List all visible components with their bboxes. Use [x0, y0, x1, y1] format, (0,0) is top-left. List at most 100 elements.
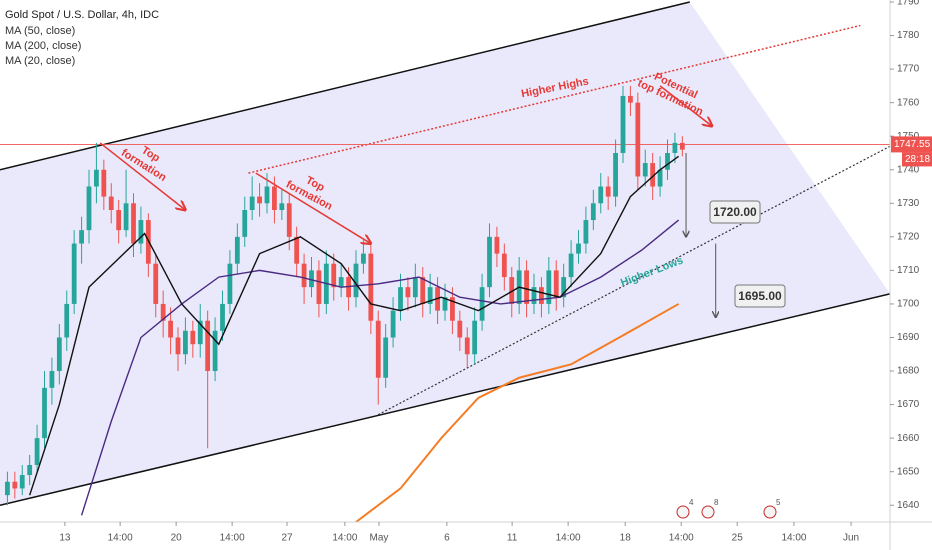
- candle-body: [442, 297, 448, 311]
- x-tick-label: 13: [59, 533, 71, 544]
- candle-body: [27, 464, 33, 476]
- plot-area: [0, 1, 890, 522]
- x-tick-label: 6: [444, 533, 450, 544]
- target-label: 1695.00: [738, 289, 782, 303]
- candle-body: [272, 186, 277, 211]
- x-tick-label: May: [370, 533, 389, 544]
- candle-body: [116, 210, 122, 231]
- candle-body: [494, 236, 500, 254]
- candle-body: [183, 330, 188, 355]
- candle-body: [205, 320, 211, 372]
- x-tick-label: 14:00: [108, 533, 133, 544]
- higher-lows-line: [377, 145, 890, 416]
- candle-body: [450, 297, 455, 321]
- channel-fill: [0, 2, 890, 506]
- x-tick-label: 18: [620, 533, 632, 544]
- candle-body: [79, 230, 84, 244]
- candle-body: [331, 263, 337, 288]
- candle-body: [212, 330, 218, 372]
- y-tick-label: 1690: [897, 332, 920, 343]
- candle-body: [531, 287, 537, 304]
- countdown-badge: [902, 152, 932, 167]
- candle-body: [279, 203, 285, 211]
- channel-upper: [0, 1, 690, 171]
- candle-body: [123, 203, 129, 231]
- x-tick-label: 14:00: [332, 533, 357, 544]
- legend-entry: MA (200, close): [5, 40, 81, 52]
- y-tick-label: 1660: [897, 433, 920, 444]
- candle-body: [197, 320, 203, 345]
- candle-body: [316, 270, 322, 304]
- y-tick-label: 1640: [897, 500, 920, 511]
- candle-body: [242, 210, 248, 237]
- candle-body: [42, 387, 47, 439]
- candle-body: [294, 236, 300, 264]
- event-marker: [676, 505, 690, 519]
- y-tick-label: 1740: [897, 164, 920, 175]
- x-tick-label: 14:00: [220, 533, 245, 544]
- candle-body: [628, 95, 633, 103]
- candle-body: [19, 475, 25, 489]
- candle-body: [12, 481, 18, 489]
- x-tick-label: 14:00: [556, 533, 581, 544]
- candle-body: [108, 196, 114, 211]
- candle-body: [190, 330, 196, 345]
- candle-body: [509, 277, 515, 304]
- candle-body: [553, 270, 559, 298]
- candle-body: [257, 196, 262, 204]
- candle-body: [234, 236, 240, 264]
- candle-body: [650, 163, 656, 187]
- legend-entry: MA (20, close): [5, 55, 75, 67]
- x-tick-label: 27: [281, 533, 293, 544]
- candle-body: [309, 270, 314, 288]
- event-count: 8: [714, 498, 719, 507]
- candle-body: [568, 253, 574, 278]
- candle-body: [427, 287, 433, 304]
- y-tick-label: 1730: [897, 198, 920, 209]
- top-arrow: [255, 172, 371, 243]
- event-count: 5: [776, 498, 781, 507]
- candle-body: [472, 320, 478, 355]
- candle-body: [583, 220, 589, 244]
- candle-body: [620, 95, 626, 153]
- candle-body: [56, 337, 62, 372]
- x-tick-label: 11: [507, 533, 518, 544]
- candle-body: [138, 220, 144, 244]
- moving-average: [80, 219, 680, 516]
- candle-body: [672, 142, 678, 153]
- candle-body: [153, 263, 159, 304]
- candle-body: [227, 263, 233, 304]
- candle-body: [464, 337, 470, 355]
- candle-body: [679, 142, 685, 150]
- y-tick-label: 1650: [897, 466, 920, 477]
- channel-lower: [0, 293, 890, 506]
- legend: Gold Spot / U.S. Dollar, 4h, IDC MA (50,…: [5, 9, 159, 67]
- candle-body: [264, 186, 270, 204]
- candle-body: [390, 310, 396, 338]
- candle-body: [249, 196, 255, 211]
- candle-body: [368, 253, 374, 321]
- candle-body: [605, 186, 611, 197]
- candle-body: [561, 277, 567, 298]
- x-tick-label: 14:00: [781, 533, 806, 544]
- candle-body: [361, 253, 366, 264]
- target-box: [709, 200, 761, 224]
- price-axis: 1640 1650 1660 1670 1680 1690 1700 1710 1720 1730…: [59, 0, 919, 544]
- x-tick-label: 25: [732, 533, 744, 544]
- candle-body: [635, 102, 641, 177]
- x-tick-label: 20: [171, 533, 183, 544]
- candle-body: [598, 186, 604, 204]
- candle-body: [590, 203, 596, 221]
- candle-body: [412, 277, 418, 298]
- legend-entry: MA (50, close): [5, 25, 75, 37]
- candle-body: [64, 303, 70, 338]
- candle-body: [86, 186, 92, 231]
- legend-title: Gold Spot / U.S. Dollar, 4h, IDC: [5, 9, 159, 21]
- event-count: 4: [689, 498, 694, 507]
- candle-body: [94, 169, 99, 187]
- candle-body: [398, 287, 403, 311]
- candle-body: [49, 371, 55, 388]
- candle-body: [338, 277, 344, 288]
- candle-body: [353, 263, 359, 298]
- event-marker: [701, 505, 715, 519]
